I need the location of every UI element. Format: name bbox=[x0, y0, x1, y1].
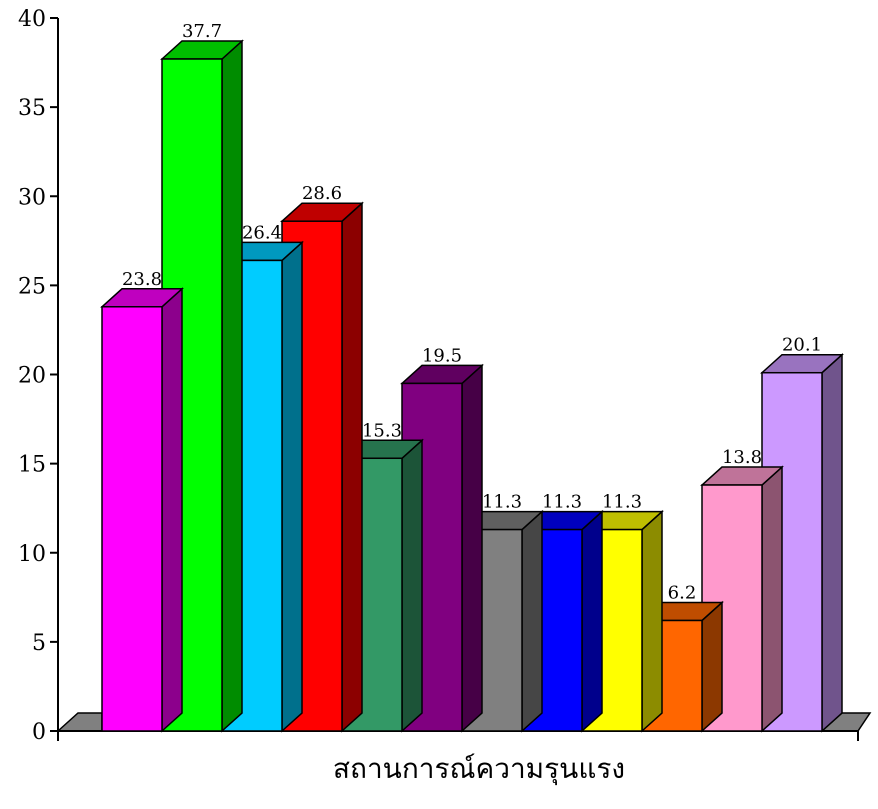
bar bbox=[100, 287, 184, 733]
y-tick-label: 15 bbox=[18, 453, 46, 478]
bar-value-label: 28.6 bbox=[302, 183, 342, 204]
bar-side bbox=[761, 465, 783, 733]
bar-value-label: 13.8 bbox=[722, 447, 762, 468]
bar-side bbox=[821, 353, 843, 733]
y-tick-label: 25 bbox=[18, 274, 46, 299]
y-tick-label: 30 bbox=[18, 185, 46, 210]
y-tick-label: 0 bbox=[32, 720, 46, 745]
x-axis-title: สถานการณ์ความรุนแรง bbox=[333, 752, 625, 786]
bar-value-label: 11.3 bbox=[602, 492, 642, 513]
bar-value-label: 15.3 bbox=[362, 420, 402, 441]
y-tick-label: 5 bbox=[32, 631, 46, 656]
bar-side bbox=[221, 39, 243, 733]
bar-value-label: 23.8 bbox=[122, 269, 162, 290]
bar-side bbox=[581, 509, 603, 733]
bar-side bbox=[401, 438, 423, 733]
y-tick-label: 35 bbox=[18, 96, 46, 121]
bar-side bbox=[641, 509, 663, 733]
y-tick-label: 20 bbox=[18, 364, 46, 389]
floor-left bbox=[56, 712, 103, 732]
bar-side bbox=[161, 287, 183, 733]
bar-value-label: 6.2 bbox=[668, 582, 697, 603]
bar-value-label: 11.3 bbox=[482, 492, 522, 513]
bar-side bbox=[461, 363, 483, 733]
bar-value-label: 26.4 bbox=[242, 222, 282, 243]
bar-value-label: 37.7 bbox=[182, 21, 222, 42]
y-tick-label: 10 bbox=[18, 542, 46, 567]
bar bbox=[160, 39, 244, 733]
bar-value-label: 19.5 bbox=[422, 345, 462, 366]
bar-value-label: 20.1 bbox=[782, 335, 822, 356]
bar-front bbox=[101, 306, 163, 732]
bar-side bbox=[281, 240, 303, 733]
bar-side bbox=[341, 201, 363, 733]
bar-side bbox=[701, 600, 723, 733]
bar-value-label: 11.3 bbox=[542, 492, 582, 513]
y-tick-label: 40 bbox=[18, 7, 46, 32]
bar-side bbox=[521, 509, 543, 733]
